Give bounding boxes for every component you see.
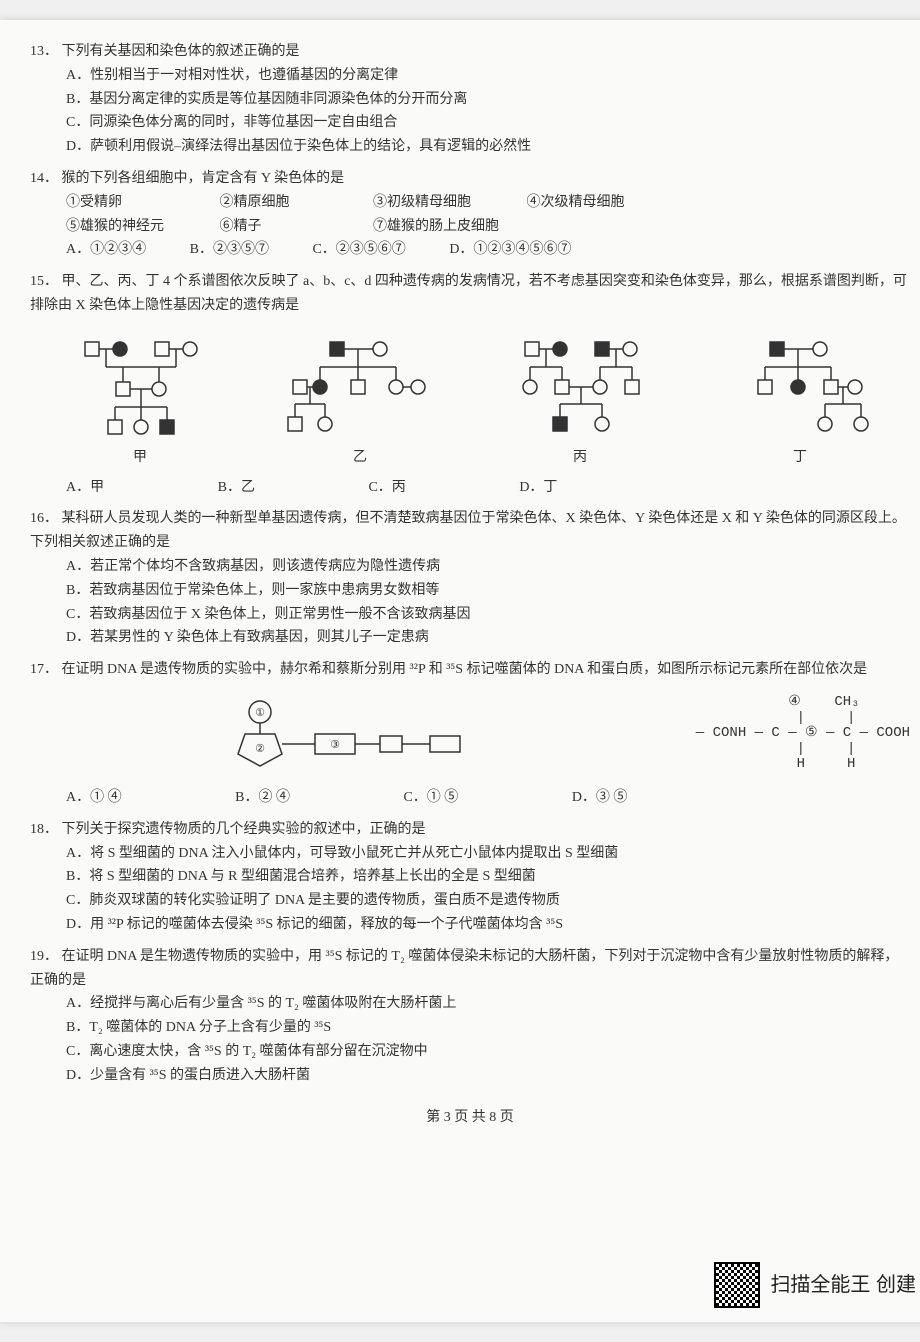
q14-opt-d: D．①②③④⑤⑥⑦ [449,238,571,262]
q15-pedigrees: 甲 乙 [30,332,910,470]
q19-opt-b: B．T₂ 噬菌体的 DNA 分子上含有少量的 ³⁵S [66,1016,910,1040]
nucleotide-svg: ① ② ③ [220,694,480,774]
q19-opt-c: C．离心速度太快，含 ³⁵S 的 T₂ 噬菌体有部分留在沉淀物中 [66,1040,910,1064]
q14-stem: 猴的下列各组细胞中，肯定含有 Y 染色体的是 [62,171,345,186]
q14-items-row2: ⑤雄猴的神经元 ⑥精子 ⑦雄猴的肠上皮细胞 [66,215,910,239]
q14-i7: ⑦雄猴的肠上皮细胞 [373,215,499,239]
q14-opt-a: A．①②③④ [66,238,146,262]
q14-opt-c: C．②③⑤⑥⑦ [312,238,405,262]
q14-i6: ⑥精子 [220,215,340,239]
question-14: 14． 猴的下列各组细胞中，肯定含有 Y 染色体的是 ①受精卵 ②精原细胞 ③初… [30,167,910,262]
q19-stem: 在证明 DNA 是生物遗传物质的实验中，用 ³⁵S 标记的 T₂ 噬菌体侵染未标… [30,949,898,988]
q15-num: 15． [30,274,58,289]
q17-opt-a: A．① ④ [66,786,122,810]
q19-num: 19． [30,949,58,964]
q14-i1: ①受精卵 [66,191,186,215]
q16-opt-d: D．若某男性的 Y 染色体上有致病基因，则其儿子一定患病 [66,626,910,650]
q15-stem: 甲、乙、丙、丁 4 个系谱图依次反映了 a、b、c、d 四种遗传病的发病情况，若… [30,274,907,313]
q18-num: 18． [30,822,58,837]
q15-label-d: 丁 [725,446,875,470]
q13-opt-d: D．萨顿利用假说–演绎法得出基因位于染色体上的结论，具有逻辑的必然性 [66,135,910,159]
peptide-text: ④ CH₃ | | — CONH — C — ⑤ — C — COOH | | … [687,695,910,772]
q13-opt-b: B．基因分离定律的实质是等位基因随非同源染色体的分开而分离 [66,88,910,112]
q15-label-a: 甲 [65,446,215,470]
svg-text:③: ③ [330,739,340,751]
pedigree-丙-svg [505,332,655,442]
q13-opt-c: C．同源染色体分离的同时，非等位基因一定自由组合 [66,111,910,135]
q15-opts: A．甲 B．乙 C．丙 D．丁 [66,476,910,500]
q16-opt-c: C．若致病基因位于 X 染色体上，则正常男性一般不含该致病基因 [66,603,910,627]
q16-opt-b: B．若致病基因位于常染色体上，则一家族中患病男女数相等 [66,579,910,603]
q14-i4: ④次级精母细胞 [527,191,647,215]
q15-opt-a: A．甲 [66,476,104,500]
q19-opt-a: A．经搅拌与离心后有少量含 ³⁵S 的 T₂ 噬菌体吸附在大肠杆菌上 [66,992,910,1016]
q14-i3: ③初级精母细胞 [373,191,493,215]
q14-items-row1: ①受精卵 ②精原细胞 ③初级精母细胞 ④次级精母细胞 [66,191,910,215]
q15-opt-d: D．丁 [519,476,557,500]
svg-text:①: ① [255,707,265,719]
q18-opt-d: D．用 ³²P 标记的噬菌体去侵染 ³⁵S 标记的细菌，释放的每一个子代噬菌体均… [66,913,910,937]
q13-num: 13． [30,44,58,59]
q14-num: 14． [30,171,58,186]
question-13: 13． 下列有关基因和染色体的叙述正确的是 A．性别相当于一对相对性状，也遵循基… [30,40,910,159]
q17-opt-b: B．② ④ [235,786,290,810]
question-17: 17． 在证明 DNA 是遗传物质的实验中，赫尔希和蔡斯分别用 ³²P 和 ³⁵… [30,658,910,810]
pedigree-甲-svg [65,332,215,442]
svg-text:②: ② [255,743,265,755]
q15-ped-b: 乙 [285,332,435,470]
q18-opt-b: B．将 S 型细菌的 DNA 与 R 型细菌混合培养，培养基上长出的全是 S 型… [66,865,910,889]
q14-opt-b: B．②③⑤⑦ [190,238,269,262]
q18-opt-a: A．将 S 型细菌的 DNA 注入小鼠体内，可导致小鼠死亡并从死亡小鼠体内提取出… [66,842,910,866]
q14-opts: A．①②③④ B．②③⑤⑦ C．②③⑤⑥⑦ D．①②③④⑤⑥⑦ [66,238,910,262]
q14-i2: ②精原细胞 [220,191,340,215]
watermark-text: 扫描全能王 创建 [770,1268,916,1302]
q13-opt-a: A．性别相当于一对相对性状，也遵循基因的分离定律 [66,64,910,88]
q15-opt-c: C．丙 [368,476,405,500]
q17-opt-d: D．③ ⑤ [572,786,628,810]
q15-label-b: 乙 [285,446,435,470]
q19-opt-d: D．少量含有 ³⁵S 的蛋白质进入大肠杆菌 [66,1064,910,1088]
q17-stem: 在证明 DNA 是遗传物质的实验中，赫尔希和蔡斯分别用 ³²P 和 ³⁵S 标记… [62,662,868,677]
scanner-watermark: 扫描全能王 创建 [714,1262,916,1308]
q16-num: 16． [30,511,58,526]
question-19: 19． 在证明 DNA 是生物遗传物质的实验中，用 ³⁵S 标记的 T₂ 噬菌体… [30,945,910,1088]
q15-label-c: 丙 [505,446,655,470]
question-15: 15． 甲、乙、丙、丁 4 个系谱图依次反映了 a、b、c、d 四种遗传病的发病… [30,270,910,499]
question-18: 18． 下列关于探究遗传物质的几个经典实验的叙述中，正确的是 A．将 S 型细菌… [30,818,910,937]
q16-stem: 某科研人员发现人类的一种新型单基因遗传病，但不清楚致病基因位于常染色体、X 染色… [30,511,906,550]
q16-opt-a: A．若正常个体均不含致病基因，则该遗传病应为隐性遗传病 [66,555,910,579]
q17-num: 17． [30,662,58,677]
q14-i5: ⑤雄猴的神经元 [66,215,186,239]
q15-ped-c: 丙 [505,332,655,470]
q15-opt-b: B．乙 [218,476,255,500]
pedigree-乙-svg [285,332,435,442]
q18-opt-c: C．肺炎双球菌的转化实验证明了 DNA 是主要的遗传物质，蛋白质不是遗传物质 [66,889,910,913]
q15-ped-d: 丁 [725,332,875,470]
exam-page: 13． 下列有关基因和染色体的叙述正确的是 A．性别相当于一对相对性状，也遵循基… [0,20,920,1322]
q13-stem: 下列有关基因和染色体的叙述正确的是 [62,44,300,59]
question-16: 16． 某科研人员发现人类的一种新型单基因遗传病，但不清楚致病基因位于常染色体、… [30,507,910,650]
q17-opts: A．① ④ B．② ④ C．① ⑤ D．③ ⑤ [66,786,910,810]
pedigree-丁-svg [725,332,875,442]
q18-stem: 下列关于探究遗传物质的几个经典实验的叙述中，正确的是 [62,822,426,837]
qr-icon [714,1262,760,1308]
q17-diagram: ① ② ③ ④ CH₃ | | — CONH — C — ⑤ — C — COO… [30,694,910,774]
page-footer: 第 3 页 共 8 页 [30,1106,910,1130]
q17-opt-c: C．① ⑤ [403,786,458,810]
q15-ped-a: 甲 [65,332,215,470]
